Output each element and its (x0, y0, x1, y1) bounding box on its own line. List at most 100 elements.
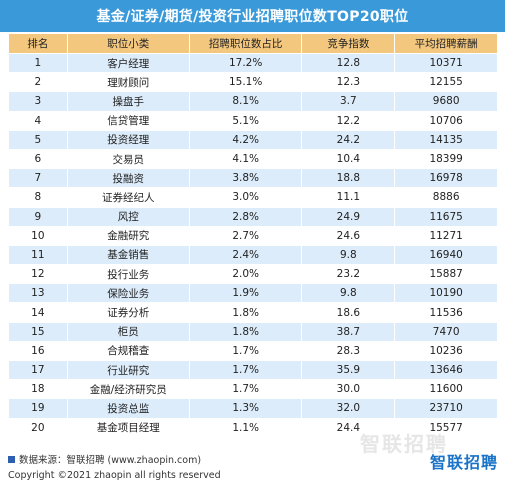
source-line: 数据来源：智联招聘 (www.zhaopin.com) (8, 452, 221, 466)
cell-rank: 16 (8, 340, 68, 362)
cell-rank: 1 (8, 52, 68, 74)
brand-watermark: 智联招聘 (360, 432, 448, 456)
table-row: 17 行业研究 1.7% 35.9 13646 (8, 359, 498, 381)
cell-competition: 24.6 (301, 225, 396, 246)
cell-rank: 2 (8, 72, 68, 93)
cell-share: 2.0% (188, 264, 303, 285)
cell-rank: 7 (8, 168, 68, 189)
zhaopin-logo: 智联招聘 (430, 453, 499, 472)
cell-share: 4.1% (188, 148, 303, 170)
cell-position: 投融资 (66, 168, 190, 189)
table-body: 1 客户经理 17.2% 12.8 10371 2 理财顾问 15.1% 12.3 12155 3 操… (8, 52, 498, 438)
cell-share: 1.7% (188, 340, 303, 362)
cell-position: 金融/经济研究员 (66, 379, 190, 400)
copyright: Copyright ©2021 zhaopin all rights reser… (8, 470, 221, 481)
cell-share: 8.1% (188, 91, 303, 112)
table-row: 5 投资经理 4.2% 24.2 14135 (8, 129, 498, 150)
table-row: 16 合规稽查 1.7% 28.3 10236 (8, 340, 498, 362)
cell-competition: 3.7 (301, 91, 396, 112)
cell-position: 风控 (66, 206, 190, 227)
cell-competition: 38.7 (301, 321, 396, 342)
cell-position: 行业研究 (66, 359, 190, 381)
table-row: 8 证券经纪人 3.0% 11.1 8886 (8, 187, 498, 208)
cell-competition: 10.4 (301, 148, 396, 170)
table-row: 14 证券分析 1.8% 18.6 11536 (8, 302, 498, 323)
table-row: 7 投融资 3.8% 18.8 16978 (8, 168, 498, 189)
cell-position: 保险业务 (66, 283, 190, 304)
cell-competition: 24.4 (301, 417, 396, 438)
table-header-row: 排名 职位小类 招聘职位数占比 竞争指数 平均招聘薪酬 (8, 33, 498, 54)
cell-rank: 9 (8, 206, 68, 227)
cell-salary: 11600 (394, 379, 498, 400)
cell-share: 1.9% (188, 283, 303, 304)
table-row: 4 信贷管理 5.1% 12.2 10706 (8, 110, 498, 131)
table-row: 11 基金销售 2.4% 9.8 16940 (8, 244, 498, 266)
cell-rank: 4 (8, 110, 68, 131)
cell-share: 1.7% (188, 359, 303, 381)
cell-competition: 24.9 (301, 206, 396, 227)
cell-position: 基金项目经理 (66, 417, 190, 438)
cell-position: 证券分析 (66, 302, 190, 323)
cell-position: 金融研究 (66, 225, 190, 246)
cell-share: 2.4% (188, 244, 303, 266)
cell-competition: 24.2 (301, 129, 396, 150)
cell-position: 柜员 (66, 321, 190, 342)
cell-salary: 14135 (394, 129, 498, 150)
ranking-table: 排名 职位小类 招聘职位数占比 竞争指数 平均招聘薪酬 1 客户经理 17.2% 12… (8, 33, 498, 438)
cell-salary: 15577 (394, 417, 498, 438)
cell-competition: 9.8 (301, 283, 396, 304)
cell-salary: 8886 (394, 187, 498, 208)
cell-salary: 23710 (394, 398, 498, 419)
cell-salary: 10706 (394, 110, 498, 131)
cell-rank: 19 (8, 398, 68, 419)
cell-position: 合规稽查 (66, 340, 190, 362)
cell-competition: 18.6 (301, 302, 396, 323)
cell-share: 1.3% (188, 398, 303, 419)
cell-rank: 5 (8, 129, 68, 150)
cell-competition: 12.3 (301, 72, 396, 93)
cell-share: 5.1% (188, 110, 303, 131)
column-header-position: 职位小类 (66, 33, 190, 54)
cell-share: 1.1% (188, 417, 303, 438)
cell-rank: 18 (8, 379, 68, 400)
cell-salary: 10190 (394, 283, 498, 304)
column-header-salary: 平均招聘薪酬 (394, 33, 498, 54)
cell-competition: 32.0 (301, 398, 396, 419)
table-row: 10 金融研究 2.7% 24.6 11271 (8, 225, 498, 246)
column-header-competition: 竞争指数 (301, 33, 396, 54)
cell-competition: 11.1 (301, 187, 396, 208)
table-row: 1 客户经理 17.2% 12.8 10371 (8, 52, 498, 74)
cell-rank: 14 (8, 302, 68, 323)
cell-share: 2.8% (188, 206, 303, 227)
cell-salary: 16978 (394, 168, 498, 189)
cell-position: 投资经理 (66, 129, 190, 150)
cell-position: 操盘手 (66, 91, 190, 112)
cell-salary: 12155 (394, 72, 498, 93)
cell-share: 2.7% (188, 225, 303, 246)
cell-competition: 12.2 (301, 110, 396, 131)
cell-rank: 8 (8, 187, 68, 208)
square-bullet-icon (8, 455, 15, 463)
cell-salary: 10236 (394, 340, 498, 362)
cell-competition: 18.8 (301, 168, 396, 189)
cell-share: 15.1% (188, 72, 303, 93)
cell-share: 3.8% (188, 168, 303, 189)
page-title: 基金/证券/期货/投资行业招聘职位数TOP20职位 (0, 0, 505, 32)
cell-competition: 30.0 (301, 379, 396, 400)
cell-competition: 35.9 (301, 359, 396, 381)
cell-rank: 13 (8, 283, 68, 304)
cell-share: 1.7% (188, 379, 303, 400)
footer: 数据来源：智联招聘 (www.zhaopin.com) Copyright ©2… (8, 452, 221, 481)
cell-salary: 11675 (394, 206, 498, 227)
cell-rank: 10 (8, 225, 68, 246)
cell-position: 客户经理 (66, 52, 190, 74)
cell-rank: 6 (8, 148, 68, 170)
table-row: 15 柜员 1.8% 38.7 7470 (8, 321, 498, 342)
cell-position: 证券经纪人 (66, 187, 190, 208)
cell-competition: 28.3 (301, 340, 396, 362)
table-row: 13 保险业务 1.9% 9.8 10190 (8, 283, 498, 304)
cell-position: 交易员 (66, 148, 190, 170)
cell-rank: 15 (8, 321, 68, 342)
cell-salary: 16940 (394, 244, 498, 266)
cell-salary: 15887 (394, 264, 498, 285)
